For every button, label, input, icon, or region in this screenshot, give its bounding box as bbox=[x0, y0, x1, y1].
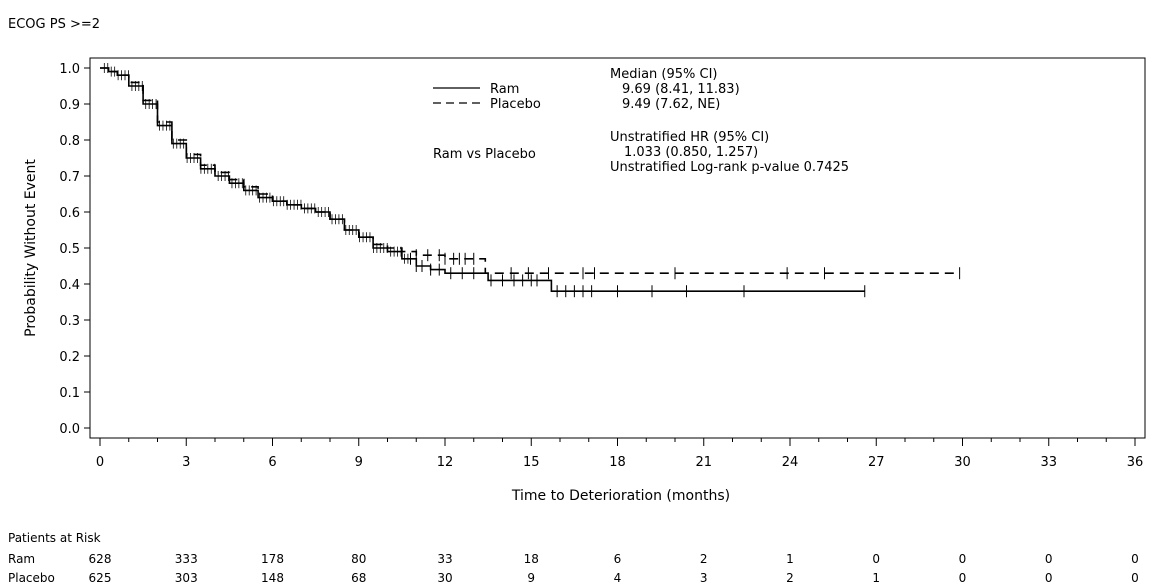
x-tick-label: 0 bbox=[96, 455, 104, 470]
risk-value-ram: 0 bbox=[872, 552, 880, 566]
y-tick-label: 0.5 bbox=[59, 242, 80, 257]
median-placebo: 9.49 (7.62, NE) bbox=[622, 97, 720, 112]
risk-value-placebo: 2 bbox=[786, 571, 794, 585]
y-tick-label: 0.6 bbox=[59, 206, 80, 221]
legend: Ram Placebo bbox=[433, 82, 541, 112]
hr-header: Unstratified HR (95% CI) bbox=[610, 130, 769, 145]
risk-value-placebo: 68 bbox=[351, 571, 366, 585]
hr-value: 1.033 (0.850, 1.257) bbox=[624, 145, 758, 160]
median-header: Median (95% CI) bbox=[610, 67, 718, 82]
y-tick-label: 0.2 bbox=[59, 350, 80, 365]
y-axis: 0.0 0.1 0.2 0.3 0.4 0.5 0.6 0.7 0.8 0.9 1.0 bbox=[59, 62, 90, 437]
risk-value-ram: 178 bbox=[261, 552, 284, 566]
y-tick-label: 0.1 bbox=[59, 386, 80, 401]
risk-value-placebo: 303 bbox=[175, 571, 198, 585]
x-tick-label: 36 bbox=[1127, 455, 1144, 470]
x-tick-label: 33 bbox=[1040, 455, 1057, 470]
series-line-ram bbox=[100, 67, 865, 292]
risk-value-placebo: 30 bbox=[437, 571, 452, 585]
series-line-placebo bbox=[100, 67, 960, 274]
y-tick-label: 0.9 bbox=[59, 98, 80, 113]
x-tick-label: 3 bbox=[182, 455, 190, 470]
risk-value-placebo: 0 bbox=[1045, 571, 1053, 585]
median-ram: 9.69 (8.41, 11.83) bbox=[622, 82, 740, 97]
risk-value-ram: 6 bbox=[614, 552, 622, 566]
comparison-label: Ram vs Placebo bbox=[433, 147, 536, 162]
x-tick-label: 30 bbox=[954, 455, 971, 470]
y-tick-label: 0.8 bbox=[59, 134, 80, 149]
risk-table-title: Patients at Risk bbox=[8, 531, 101, 545]
risk-value-placebo: 0 bbox=[1131, 571, 1139, 585]
x-tick-label: 21 bbox=[695, 455, 712, 470]
risk-value-ram: 0 bbox=[1131, 552, 1139, 566]
x-axis: 0 3 6 9 12 15 18 21 24 27 30 33 36 bbox=[96, 438, 1143, 470]
risk-table: Patients at Risk Ram Placebo 628 333 178 80… bbox=[8, 531, 1139, 585]
risk-row-label-placebo: Placebo bbox=[8, 571, 55, 585]
legend-label-ram: Ram bbox=[490, 82, 519, 97]
risk-value-ram: 1 bbox=[786, 552, 794, 566]
risk-value-placebo: 0 bbox=[959, 571, 967, 585]
legend-label-placebo: Placebo bbox=[490, 97, 541, 112]
risk-value-placebo: 9 bbox=[527, 571, 535, 585]
chart-subtitle: ECOG PS >=2 bbox=[8, 17, 100, 32]
risk-value-ram: 18 bbox=[524, 552, 539, 566]
y-tick-label: 0.7 bbox=[59, 170, 80, 185]
y-tick-label: 0.3 bbox=[59, 314, 80, 329]
risk-value-placebo: 4 bbox=[614, 571, 622, 585]
y-axis-label: Probability Without Event bbox=[23, 159, 39, 337]
x-tick-label: 6 bbox=[268, 455, 276, 470]
risk-value-placebo: 148 bbox=[261, 571, 284, 585]
plot-frame bbox=[89, 57, 1146, 439]
risk-value-ram: 0 bbox=[1045, 552, 1053, 566]
x-tick-label: 18 bbox=[609, 455, 626, 470]
x-axis-label: Time to Deterioration (months) bbox=[511, 488, 730, 504]
risk-value-ram: 80 bbox=[351, 552, 366, 566]
risk-value-placebo: 625 bbox=[89, 571, 112, 585]
risk-value-ram: 33 bbox=[437, 552, 452, 566]
risk-value-ram: 0 bbox=[959, 552, 967, 566]
x-tick-label: 12 bbox=[437, 455, 454, 470]
x-tick-label: 24 bbox=[782, 455, 799, 470]
logrank-pvalue: Unstratified Log-rank p-value 0.7425 bbox=[610, 160, 849, 175]
y-tick-label: 1.0 bbox=[59, 62, 80, 77]
risk-value-ram: 333 bbox=[175, 552, 198, 566]
stats-annotations: Median (95% CI) 9.69 (8.41, 11.83) 9.49 … bbox=[433, 67, 849, 175]
y-tick-label: 0.4 bbox=[59, 278, 80, 293]
risk-value-placebo: 3 bbox=[700, 571, 708, 585]
risk-value-ram: 628 bbox=[89, 552, 112, 566]
risk-row-label-ram: Ram bbox=[8, 552, 35, 566]
x-tick-label: 15 bbox=[523, 455, 540, 470]
x-tick-label: 9 bbox=[355, 455, 363, 470]
risk-value-placebo: 1 bbox=[872, 571, 880, 585]
risk-value-ram: 2 bbox=[700, 552, 708, 566]
series-layer bbox=[100, 63, 961, 298]
x-tick-label: 27 bbox=[868, 455, 885, 470]
y-tick-label: 0.0 bbox=[59, 422, 80, 437]
